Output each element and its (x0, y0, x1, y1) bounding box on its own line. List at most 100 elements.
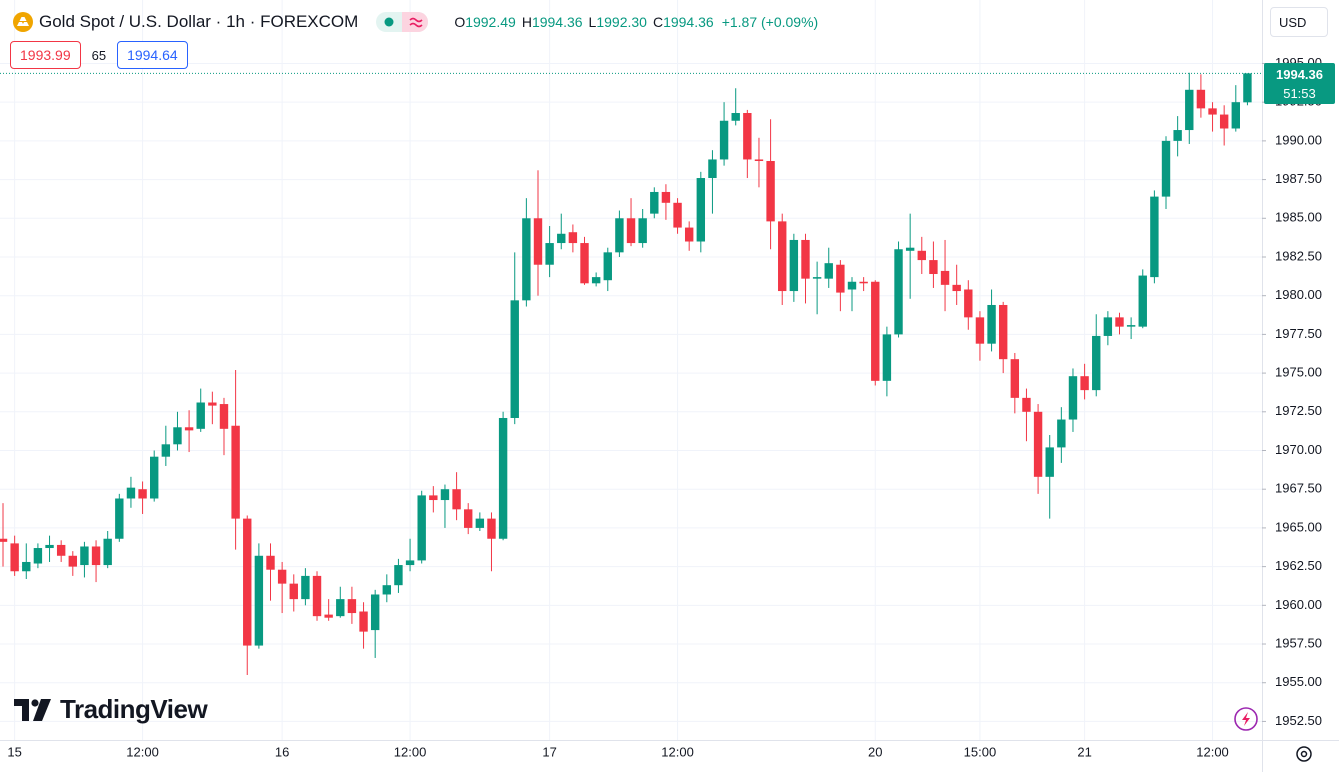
symbol-title[interactable]: Gold Spot / U.S. Dollar · 1h · FOREXCOM (39, 12, 359, 31)
candle-body (940, 270, 950, 285)
x-tick-label: 12:00 (1196, 744, 1229, 759)
y-tick-label: 1982.50 (1275, 248, 1322, 263)
candle-body (801, 239, 810, 279)
plot-area (0, 72, 1262, 675)
y-tick-label: 1980.00 (1275, 287, 1322, 302)
buy-button[interactable]: 1994.64 (117, 41, 188, 69)
candle-body (150, 456, 159, 499)
symbol-header: Gold Spot / U.S. Dollar · 1h · FOREXCOM … (0, 8, 818, 36)
candle-body (103, 538, 112, 566)
candle-body (487, 518, 496, 539)
x-tick-label: 16 (275, 744, 289, 759)
candle-body (219, 404, 229, 429)
y-tick-label: 1957.50 (1275, 635, 1322, 650)
candle-body (1161, 140, 1171, 197)
candle-body (568, 232, 578, 244)
brand-logo: TradingView (14, 694, 208, 725)
candle-body (405, 560, 415, 566)
brand-name: TradingView (60, 694, 208, 724)
candle-body (173, 427, 182, 445)
candle-body (1208, 108, 1217, 115)
x-tick-label: 15 (7, 744, 21, 759)
candle-body (126, 487, 136, 499)
y-tick-label: 1955.00 (1275, 674, 1322, 689)
candle-body (905, 247, 915, 251)
alert-icon[interactable] (1234, 707, 1258, 731)
candle-body (952, 284, 961, 292)
candle-body (254, 555, 264, 646)
candle-body (1033, 411, 1043, 477)
candle-body (138, 489, 147, 499)
bar-countdown: 51:53 (1283, 86, 1316, 101)
candle-body (871, 281, 880, 381)
candle-body (370, 594, 380, 631)
candle-body (45, 544, 54, 549)
candle-body (22, 561, 31, 572)
candle-body (0, 538, 8, 542)
x-tick-label: 20 (868, 744, 882, 759)
candle-body (580, 243, 589, 284)
candle-body (650, 191, 659, 214)
candle-body (429, 495, 438, 501)
settings-icon[interactable] (1296, 746, 1312, 762)
x-tick-label: 21 (1077, 744, 1091, 759)
candle-body (766, 161, 775, 222)
candle-body (475, 518, 485, 528)
ohlc-value: 1992.30 (596, 14, 647, 30)
ohlc-key: H (521, 14, 532, 30)
x-tick-label: 17 (542, 744, 556, 759)
candle-body (347, 599, 357, 614)
candle-body (673, 202, 682, 228)
candle-body (964, 289, 973, 318)
candle-body (754, 159, 764, 162)
candle-body (929, 260, 938, 275)
candle-body (882, 334, 892, 381)
candle-body (1231, 102, 1240, 129)
candle-body (196, 402, 205, 429)
candle-body (812, 277, 822, 279)
candle-body (894, 249, 903, 335)
candle-body (440, 489, 450, 501)
spread: 65 (91, 47, 107, 63)
candle-body (1010, 359, 1020, 398)
y-tick-label: 1970.00 (1275, 442, 1322, 457)
candle-body (743, 113, 752, 160)
candle-body (1068, 376, 1078, 420)
candle-body (1185, 89, 1194, 131)
candle-body (56, 544, 66, 556)
ohlc-value: 1994.36 (663, 14, 714, 30)
candle-body (998, 304, 1008, 360)
market-status[interactable] (376, 11, 429, 33)
x-tick-label: 15:00 (964, 744, 997, 759)
candle-body (1126, 325, 1136, 327)
last-price-tag: 1994.36 51:53 (1264, 63, 1335, 104)
y-tick-label: 1990.00 (1275, 132, 1322, 147)
currency-button[interactable]: USD (1270, 7, 1328, 37)
y-tick-label: 1960.00 (1275, 597, 1322, 612)
candle-body (382, 585, 392, 595)
candle-body (266, 555, 275, 570)
ohlc-value: 1992.49 (465, 14, 516, 30)
candle-body (312, 575, 322, 617)
ohlc-value: 1994.36 (531, 14, 583, 30)
candle-body (778, 221, 787, 292)
candle-body (684, 227, 694, 242)
last-price-label: 1994.36 (1276, 67, 1323, 82)
candle-body (975, 317, 985, 344)
candle-body (1150, 196, 1159, 278)
sell-button[interactable]: 1993.99 (10, 41, 81, 69)
candle-body (1103, 317, 1113, 336)
candle-body (603, 252, 612, 281)
candle-body (1115, 317, 1124, 327)
x-tick-label: 12:00 (126, 744, 159, 759)
brand-icon (14, 698, 51, 721)
candle-body (557, 233, 566, 244)
candle-body (638, 218, 647, 244)
y-tick-label: 1962.50 (1275, 558, 1322, 573)
candle-body (510, 300, 519, 418)
candle-body (1045, 447, 1054, 477)
candle-body (626, 218, 636, 244)
candle-body (1057, 419, 1066, 448)
